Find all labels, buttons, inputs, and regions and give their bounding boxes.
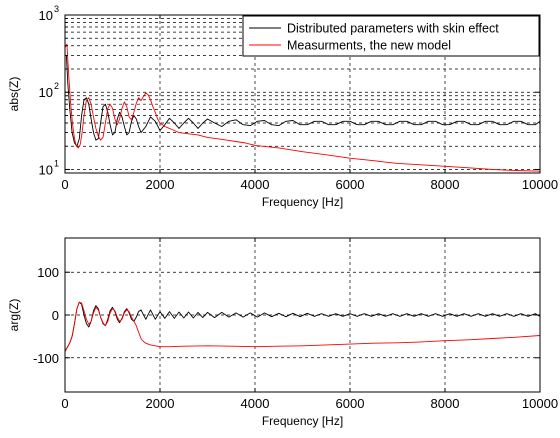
mag-xtick-label: 10000: [522, 177, 558, 192]
phase-series-measured-line: [64, 301, 541, 352]
mag-ytick-base: 10: [39, 8, 53, 23]
mag-ytick-label: 10 2: [39, 81, 59, 100]
phase-axes: 0 2000 4000 6000 8000 10000 Frequency [Hz] arg(…: [7, 237, 558, 428]
phase-xtick-label: 2000: [146, 396, 175, 411]
mag-xaxis-label: Frequency [Hz]: [262, 195, 343, 209]
phase-ytick-label: 100: [37, 265, 59, 280]
mag-legend-box: [242, 15, 540, 57]
phase-ytick-label: 0: [52, 308, 59, 323]
mag-series-measured-line: [64, 43, 541, 172]
mag-yaxis-label: abs(Z): [7, 77, 21, 112]
mag-xtick-label: 6000: [336, 177, 365, 192]
phase-xtick-label: 4000: [241, 396, 270, 411]
mag-xtick-label: 2000: [146, 177, 175, 192]
mag-xtick-label: 8000: [431, 177, 460, 192]
phase-xtick-label: 8000: [431, 396, 460, 411]
phase-ytick-label: -100: [33, 351, 59, 366]
phase-grid: [65, 238, 540, 392]
mag-axes-frame: [64, 14, 541, 174]
mag-ytick-label: 10 1: [39, 158, 59, 177]
mag-xtick-label: 0: [61, 177, 68, 192]
mag-series-model-line: [65, 54, 541, 147]
phase-xtick-label: 0: [61, 396, 68, 411]
mag-legend: Distributed parameters with skin effect M…: [242, 15, 540, 57]
mag-ytick-exponent: 2: [54, 81, 59, 91]
phase-xtick-label: 10000: [522, 396, 558, 411]
mag-ytick-exponent: 1: [54, 158, 59, 168]
mag-ytick-label: 10 3: [39, 4, 59, 23]
mag-xtick-label: 4000: [241, 177, 270, 192]
mag-ytick-base: 10: [39, 85, 53, 100]
mag-ytick-exponent: 3: [54, 4, 59, 14]
phase-yaxis-label: arg(Z): [7, 299, 21, 332]
phase-xaxis-label: Frequency [Hz]: [262, 414, 343, 428]
mag-legend-entry: Measurments, the new model: [287, 39, 451, 53]
phase-xtick-label: 6000: [336, 396, 365, 411]
mag-legend-entry: Distributed parameters with skin effect: [287, 22, 499, 36]
mag-axes: 0 2000 4000 6000 8000 10000 Frequency [Hz] abs(…: [7, 4, 558, 209]
mag-ytick-base: 10: [39, 162, 53, 177]
